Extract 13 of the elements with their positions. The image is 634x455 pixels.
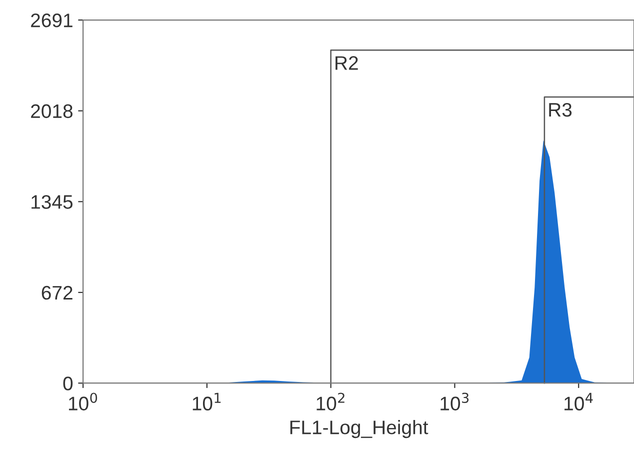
x-tick-label: 10$^{0}$ [68,392,98,410]
x-tick-label: 10$^{3}$ [440,392,469,410]
y-tick-label: 1345 [32,195,73,209]
ref-line-label: R2 [336,56,358,70]
x-tick-label: 10$^{1}$ [192,392,221,410]
y-tick-label: 2018 [31,104,72,118]
y-tick-label: 0 [63,376,73,390]
x-axis-title: FL1-Log_Height [290,420,428,438]
ref-line-label: R3 [549,102,572,117]
x-tick-label: 10$^{2}$ [316,392,344,410]
x-tick-label: 10$^{4}$ [564,392,593,410]
y-tick-label: 2691 [31,13,72,28]
y-tick-label: 672 [42,286,72,300]
